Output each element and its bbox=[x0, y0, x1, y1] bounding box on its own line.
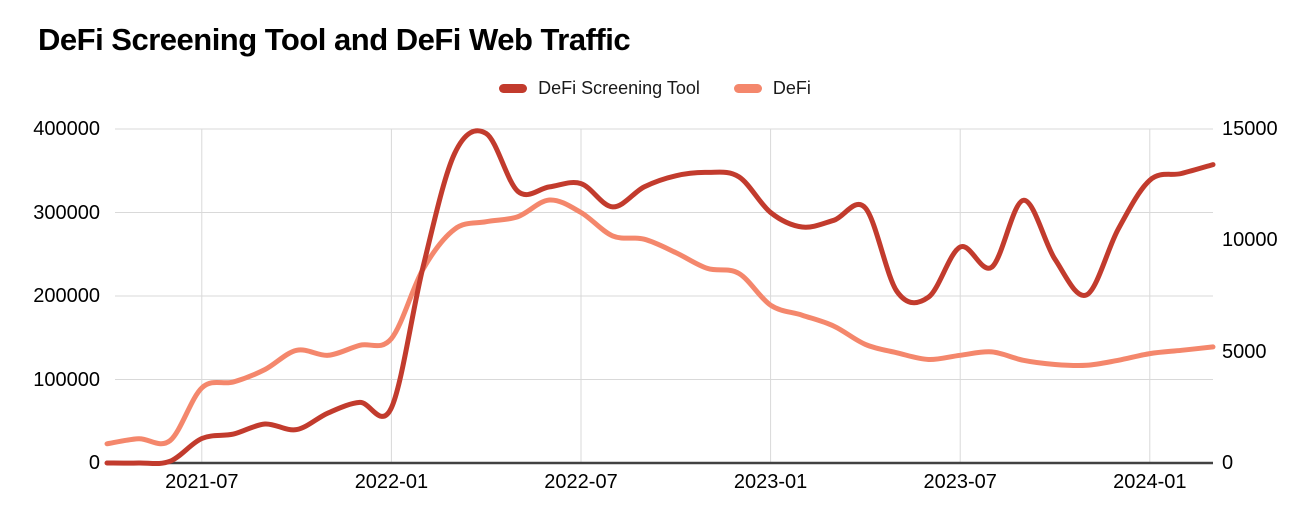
left-axis-tick-label: 200000 bbox=[33, 285, 100, 307]
left-axis-tick-label: 100000 bbox=[33, 368, 100, 391]
legend-swatch-defi-screening-tool bbox=[499, 84, 528, 93]
legend-label-defi-screening-tool: DeFi Screening Tool bbox=[538, 78, 700, 98]
legend: DeFi Screening Tool DeFi bbox=[0, 78, 1310, 99]
series-line-defi bbox=[104, 197, 1216, 447]
x-axis-tick-label: 2022-07 bbox=[544, 471, 618, 493]
left-axis-tick-label: 300000 bbox=[33, 201, 100, 224]
x-axis-tick-label: 2022-01 bbox=[354, 471, 429, 493]
x-axis-tick-label: 2023-01 bbox=[733, 471, 808, 493]
left-axis-tick-label: 400000 bbox=[33, 118, 100, 140]
x-axis-tick-label: 2024-01 bbox=[1113, 471, 1187, 493]
right-axis-tick-label: 0 bbox=[1222, 452, 1234, 474]
right-axis-tick-label: 10000 bbox=[1222, 229, 1278, 252]
legend-item-defi-screening-tool: DeFi Screening Tool bbox=[499, 78, 700, 99]
legend-swatch-defi bbox=[733, 84, 762, 93]
left-axis-tick-label: 0 bbox=[88, 452, 100, 474]
chart-title: DeFi Screening Tool and DeFi Web Traffic bbox=[38, 22, 631, 57]
x-axis-tick-label: 2023-07 bbox=[923, 471, 997, 493]
legend-label-defi: DeFi bbox=[772, 78, 811, 98]
series-line-defi-screening-tool bbox=[104, 128, 1216, 467]
legend-item-defi: DeFi bbox=[733, 78, 811, 99]
right-axis-tick-label: 15000 bbox=[1222, 118, 1278, 140]
right-axis-tick-label: 5000 bbox=[1222, 340, 1267, 363]
x-axis-tick-label: 2021-07 bbox=[165, 471, 239, 493]
